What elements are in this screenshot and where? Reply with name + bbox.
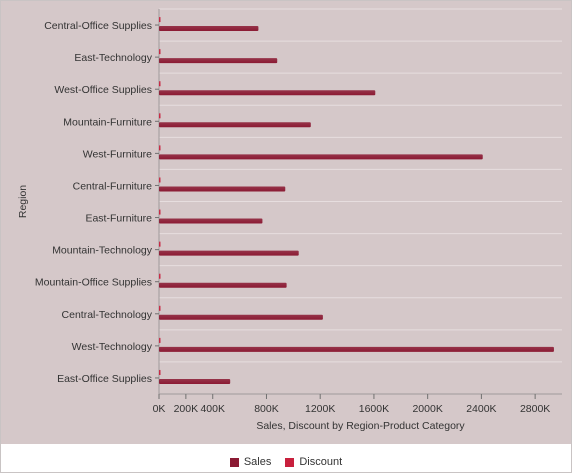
bar-discount <box>159 338 161 343</box>
y-tick-label: West-Office Supplies <box>54 84 152 96</box>
chart-legend: Sales Discount <box>1 453 571 471</box>
bar-sales <box>159 154 483 159</box>
y-tick-label: Central-Furniture <box>73 180 153 192</box>
x-tick-label: 1200K <box>305 403 335 415</box>
x-tick-label: 2800K <box>520 403 550 415</box>
y-axis-title: Region <box>17 185 29 218</box>
y-tick-label: East-Technology <box>74 52 152 64</box>
bar-chart: Central-Office Supplies East-Technology We… <box>1 1 571 444</box>
bar-discount <box>159 49 161 54</box>
x-axis-title: Sales, Discount by Region-Product Catego… <box>256 420 465 432</box>
y-tick-label: Central-Technology <box>62 309 153 321</box>
bar-sales <box>159 379 230 384</box>
bar-sales <box>159 186 285 191</box>
legend-swatch <box>230 458 239 467</box>
x-tick-label: 800K <box>254 403 279 415</box>
bar-discount <box>159 81 161 86</box>
bar-sales <box>159 315 323 320</box>
legend-item-discount[interactable]: Discount <box>285 456 342 468</box>
legend-swatch <box>285 458 294 467</box>
x-tick-label: 0K <box>153 403 166 415</box>
y-tick-label: East-Furniture <box>85 213 152 225</box>
bar-discount <box>159 274 161 279</box>
y-tick-label: East-Office Supplies <box>57 373 152 385</box>
legend-label: Sales <box>244 456 272 468</box>
bar-sales <box>159 122 311 127</box>
bar-discount <box>159 370 161 375</box>
bar-discount <box>159 306 161 311</box>
y-tick-label: Central-Office Supplies <box>44 20 152 32</box>
bar-discount <box>159 145 161 150</box>
bar-sales <box>159 219 262 224</box>
y-tick-label: West-Furniture <box>83 148 152 160</box>
x-tick-label: 2400K <box>466 403 496 415</box>
bar-sales <box>159 251 299 256</box>
x-tick-label: 1600K <box>359 403 389 415</box>
bar-discount <box>159 242 161 247</box>
bar-sales <box>159 283 287 288</box>
x-tick-label: 200K <box>174 403 199 415</box>
x-tick-label: 400K <box>200 403 225 415</box>
y-tick-label: Mountain-Furniture <box>63 116 152 128</box>
legend-item-sales[interactable]: Sales <box>230 456 272 468</box>
legend-label: Discount <box>299 456 342 468</box>
bar-discount <box>159 113 161 118</box>
y-tick-label: Mountain-Office Supplies <box>35 277 152 289</box>
y-tick-label: Mountain-Technology <box>52 245 153 257</box>
y-tick-label: West-Technology <box>72 341 153 353</box>
bar-sales <box>159 26 258 31</box>
bar-discount <box>159 210 161 215</box>
bar-sales <box>159 347 554 352</box>
bar-discount <box>159 17 161 22</box>
bar-sales <box>159 90 375 95</box>
bar-discount <box>159 177 161 182</box>
x-tick-label: 2000K <box>412 403 442 415</box>
bar-sales <box>159 58 277 63</box>
